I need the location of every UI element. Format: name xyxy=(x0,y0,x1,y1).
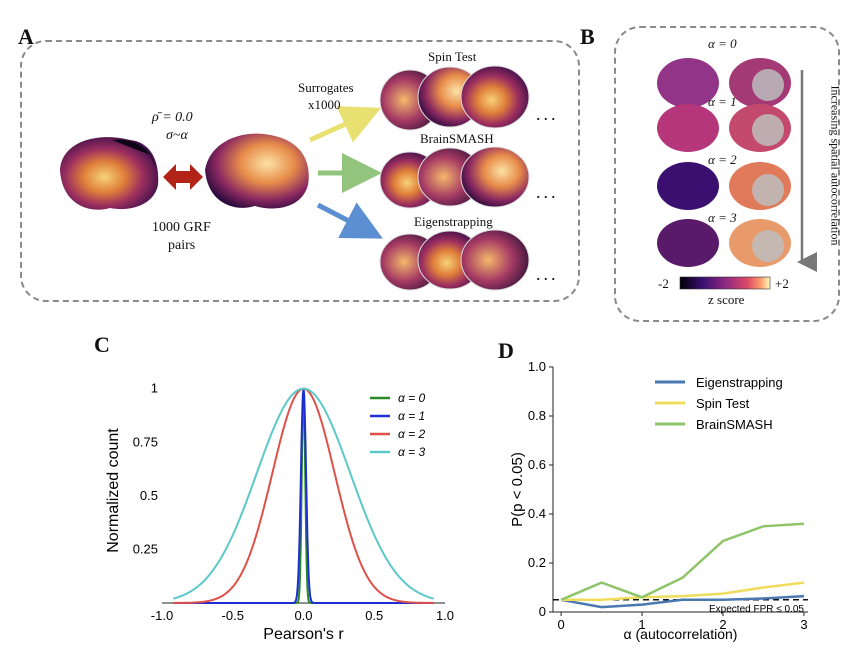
method-eigen-title: Eigenstrapping xyxy=(414,214,493,229)
c-ytick-label: 0.5 xyxy=(140,488,158,503)
d-ytick-label: 0.4 xyxy=(528,506,546,521)
d-ytick-label: 0.2 xyxy=(528,555,546,570)
method-spin-title: Spin Test xyxy=(428,49,477,64)
ellipsis-eigen: ... xyxy=(536,264,559,284)
panel-b-frame xyxy=(614,26,840,322)
d-ytick-label: 0.6 xyxy=(528,457,546,472)
alpha0-label: α = 0 xyxy=(708,36,737,51)
c-legend-label: α = 1 xyxy=(398,409,425,423)
c-legend-label: α = 0 xyxy=(398,391,426,405)
c-ylabel: Normalized count xyxy=(105,428,122,553)
panel-d-label: D xyxy=(498,338,514,363)
d-series-line xyxy=(560,594,805,609)
grf-label-line2: pairs xyxy=(168,238,196,253)
d-ylabel: P(p < 0.05) xyxy=(509,452,526,527)
c-xtick-label: -0.5 xyxy=(222,608,244,623)
panel-c-label: C xyxy=(94,332,110,357)
d-reference-label: Expected FPR ≤ 0.05 xyxy=(709,604,804,615)
surrogates-label-line2: x1000 xyxy=(308,97,341,112)
cbar-min: -2 xyxy=(658,276,669,291)
d-xtick-label: 0 xyxy=(557,617,564,632)
alpha3-label: α = 3 xyxy=(708,210,737,225)
d-series-line xyxy=(560,522,805,601)
c-xlabel: Pearson's r xyxy=(263,626,344,643)
c-legend-label: α = 3 xyxy=(398,445,426,459)
d-xtick-label: 3 xyxy=(800,617,807,632)
c-xtick-label: 0.0 xyxy=(294,608,312,623)
d-legend-label: Eigenstrapping xyxy=(696,375,783,390)
cbar-max: +2 xyxy=(775,276,789,291)
c-xtick-label: 1.0 xyxy=(436,608,454,623)
c-ytick-label: 1 xyxy=(151,381,158,396)
c-ytick-label: 0.25 xyxy=(133,541,158,556)
ellipsis-smash: ... xyxy=(536,182,559,202)
cbar-label: z score xyxy=(708,292,745,307)
d-ytick-label: 0.8 xyxy=(528,408,546,423)
grf-label-line1: 1000 GRF xyxy=(152,220,211,235)
c-xtick-label: -1.0 xyxy=(151,608,173,623)
sigma-label: σ~α xyxy=(166,128,188,143)
alpha2-label: α = 2 xyxy=(708,152,737,167)
ellipsis-spin: ... xyxy=(536,104,559,124)
method-smash-title: BrainSMASH xyxy=(420,131,494,146)
d-ytick-label: 0 xyxy=(539,604,546,619)
c-ytick-label: 0.75 xyxy=(133,434,158,449)
c-series-line xyxy=(173,387,434,600)
panel-b-label: B xyxy=(580,24,595,49)
panel-a-label: A xyxy=(18,24,34,49)
c-legend-label: α = 2 xyxy=(398,427,426,441)
d-xtick-label: 1 xyxy=(638,617,645,632)
d-series-line xyxy=(561,581,805,602)
d-xlabel: α (autocorrelation) xyxy=(624,626,738,642)
d-legend-label: BrainSMASH xyxy=(696,417,773,432)
alpha1-label: α = 1 xyxy=(708,94,737,109)
surrogates-label-line1: Surrogates xyxy=(298,80,354,95)
d-ytick-label: 1.0 xyxy=(528,359,546,374)
rho-label: ρ̄ = 0.0 xyxy=(152,110,193,125)
d-legend-label: Spin Test xyxy=(696,396,750,411)
d-xtick-label: 2 xyxy=(719,617,726,632)
c-xtick-label: 0.5 xyxy=(365,608,383,623)
panel-a-frame xyxy=(20,40,580,302)
